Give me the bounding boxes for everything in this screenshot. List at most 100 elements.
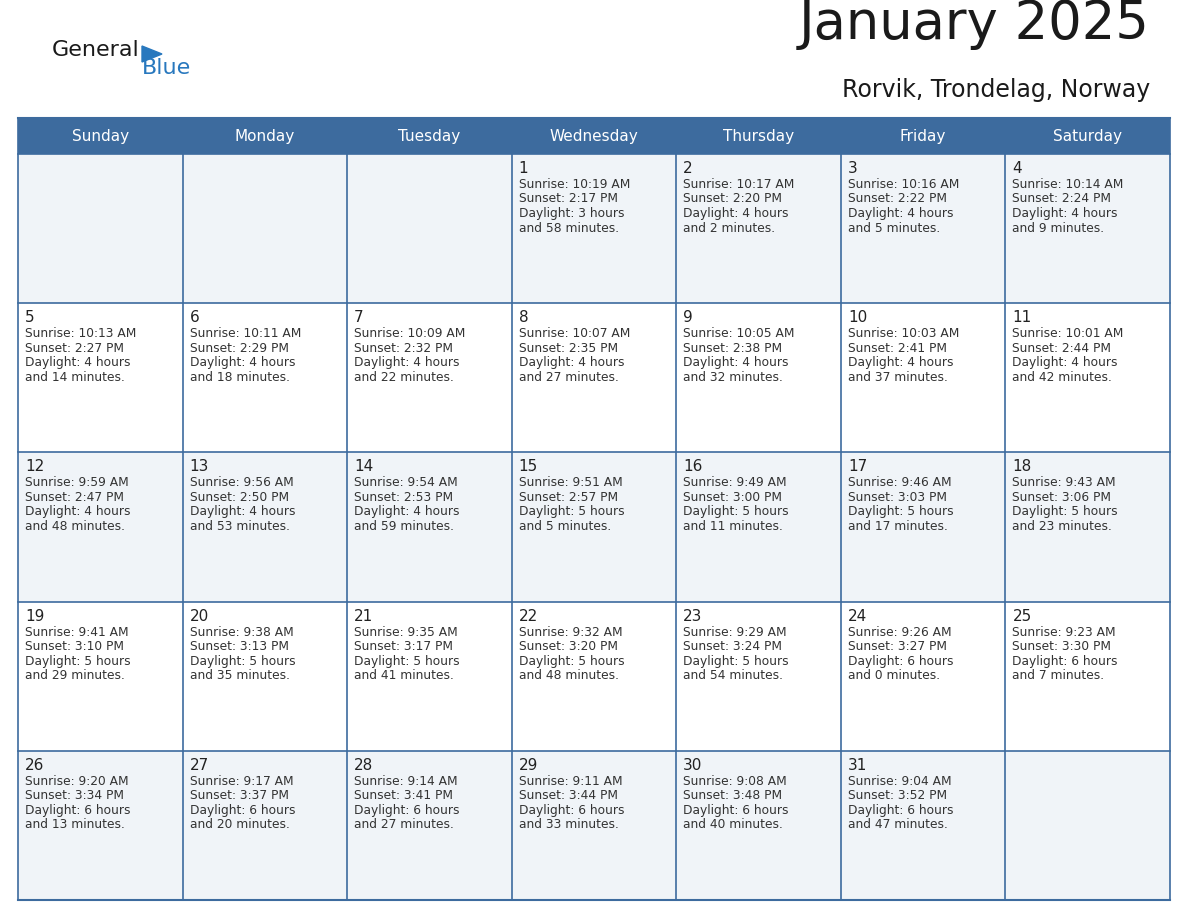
Text: Daylight: 4 hours: Daylight: 4 hours bbox=[1012, 356, 1118, 369]
Text: and 33 minutes.: and 33 minutes. bbox=[519, 818, 619, 832]
Text: Sunset: 2:41 PM: Sunset: 2:41 PM bbox=[848, 341, 947, 354]
Text: Daylight: 6 hours: Daylight: 6 hours bbox=[683, 804, 789, 817]
Text: 28: 28 bbox=[354, 757, 373, 773]
Text: and 37 minutes.: and 37 minutes. bbox=[848, 371, 948, 384]
Text: and 48 minutes.: and 48 minutes. bbox=[25, 520, 125, 533]
Text: Daylight: 4 hours: Daylight: 4 hours bbox=[25, 506, 131, 519]
Text: Saturday: Saturday bbox=[1054, 129, 1123, 143]
Text: and 13 minutes.: and 13 minutes. bbox=[25, 818, 125, 832]
Text: Friday: Friday bbox=[901, 129, 947, 143]
Text: and 2 minutes.: and 2 minutes. bbox=[683, 221, 776, 234]
Text: Daylight: 5 hours: Daylight: 5 hours bbox=[190, 655, 295, 667]
Text: 24: 24 bbox=[848, 609, 867, 623]
Text: Daylight: 5 hours: Daylight: 5 hours bbox=[1012, 506, 1118, 519]
Text: Sunrise: 9:14 AM: Sunrise: 9:14 AM bbox=[354, 775, 457, 788]
Bar bbox=[18, 751, 1170, 900]
Text: Sunrise: 9:41 AM: Sunrise: 9:41 AM bbox=[25, 625, 128, 639]
Bar bbox=[18, 303, 1170, 453]
Text: 10: 10 bbox=[848, 310, 867, 325]
Text: 5: 5 bbox=[25, 310, 34, 325]
Text: Sunset: 2:20 PM: Sunset: 2:20 PM bbox=[683, 193, 782, 206]
Text: Daylight: 4 hours: Daylight: 4 hours bbox=[848, 207, 953, 220]
Text: Monday: Monday bbox=[235, 129, 295, 143]
Text: 17: 17 bbox=[848, 459, 867, 475]
Text: Tuesday: Tuesday bbox=[398, 129, 461, 143]
Text: Sunset: 2:47 PM: Sunset: 2:47 PM bbox=[25, 491, 124, 504]
Text: 23: 23 bbox=[683, 609, 702, 623]
Text: Sunset: 3:06 PM: Sunset: 3:06 PM bbox=[1012, 491, 1112, 504]
Text: Daylight: 5 hours: Daylight: 5 hours bbox=[519, 655, 625, 667]
Text: Sunrise: 9:20 AM: Sunrise: 9:20 AM bbox=[25, 775, 128, 788]
Text: Daylight: 4 hours: Daylight: 4 hours bbox=[25, 356, 131, 369]
Text: and 47 minutes.: and 47 minutes. bbox=[848, 818, 948, 832]
Text: 21: 21 bbox=[354, 609, 373, 623]
Text: 9: 9 bbox=[683, 310, 693, 325]
Text: Daylight: 4 hours: Daylight: 4 hours bbox=[1012, 207, 1118, 220]
Text: Sunrise: 10:05 AM: Sunrise: 10:05 AM bbox=[683, 327, 795, 341]
Text: and 58 minutes.: and 58 minutes. bbox=[519, 221, 619, 234]
Text: Rorvik, Trondelag, Norway: Rorvik, Trondelag, Norway bbox=[842, 78, 1150, 102]
Text: Sunrise: 9:23 AM: Sunrise: 9:23 AM bbox=[1012, 625, 1116, 639]
Text: Sunrise: 10:09 AM: Sunrise: 10:09 AM bbox=[354, 327, 466, 341]
Text: General: General bbox=[52, 40, 140, 60]
Text: and 14 minutes.: and 14 minutes. bbox=[25, 371, 125, 384]
Text: Sunrise: 9:11 AM: Sunrise: 9:11 AM bbox=[519, 775, 623, 788]
Text: and 23 minutes.: and 23 minutes. bbox=[1012, 520, 1112, 533]
Bar bbox=[18, 453, 1170, 601]
Text: Sunrise: 9:49 AM: Sunrise: 9:49 AM bbox=[683, 476, 786, 489]
Text: Daylight: 4 hours: Daylight: 4 hours bbox=[190, 356, 295, 369]
Text: 27: 27 bbox=[190, 757, 209, 773]
Text: Sunset: 2:50 PM: Sunset: 2:50 PM bbox=[190, 491, 289, 504]
Text: Sunset: 3:37 PM: Sunset: 3:37 PM bbox=[190, 789, 289, 802]
Text: Sunset: 3:34 PM: Sunset: 3:34 PM bbox=[25, 789, 124, 802]
Text: Sunset: 2:17 PM: Sunset: 2:17 PM bbox=[519, 193, 618, 206]
Text: and 53 minutes.: and 53 minutes. bbox=[190, 520, 290, 533]
Text: 15: 15 bbox=[519, 459, 538, 475]
Text: Daylight: 4 hours: Daylight: 4 hours bbox=[354, 356, 460, 369]
Text: 19: 19 bbox=[25, 609, 44, 623]
Text: Daylight: 4 hours: Daylight: 4 hours bbox=[190, 506, 295, 519]
Text: Sunrise: 9:38 AM: Sunrise: 9:38 AM bbox=[190, 625, 293, 639]
Text: Sunset: 2:44 PM: Sunset: 2:44 PM bbox=[1012, 341, 1112, 354]
Text: and 54 minutes.: and 54 minutes. bbox=[683, 669, 783, 682]
Text: Sunrise: 10:16 AM: Sunrise: 10:16 AM bbox=[848, 178, 959, 191]
Text: and 27 minutes.: and 27 minutes. bbox=[354, 818, 454, 832]
Text: Sunrise: 10:13 AM: Sunrise: 10:13 AM bbox=[25, 327, 137, 341]
Text: Sunset: 2:22 PM: Sunset: 2:22 PM bbox=[848, 193, 947, 206]
Text: 31: 31 bbox=[848, 757, 867, 773]
Text: Sunrise: 10:14 AM: Sunrise: 10:14 AM bbox=[1012, 178, 1124, 191]
Text: and 17 minutes.: and 17 minutes. bbox=[848, 520, 948, 533]
Text: and 11 minutes.: and 11 minutes. bbox=[683, 520, 783, 533]
Text: Sunrise: 9:46 AM: Sunrise: 9:46 AM bbox=[848, 476, 952, 489]
Text: Daylight: 4 hours: Daylight: 4 hours bbox=[683, 207, 789, 220]
Bar bbox=[18, 118, 1170, 154]
Text: Sunset: 3:13 PM: Sunset: 3:13 PM bbox=[190, 640, 289, 653]
Text: Wednesday: Wednesday bbox=[550, 129, 638, 143]
Text: and 7 minutes.: and 7 minutes. bbox=[1012, 669, 1105, 682]
Text: Sunset: 2:35 PM: Sunset: 2:35 PM bbox=[519, 341, 618, 354]
Text: Sunset: 2:53 PM: Sunset: 2:53 PM bbox=[354, 491, 454, 504]
Text: Sunset: 3:10 PM: Sunset: 3:10 PM bbox=[25, 640, 124, 653]
Text: Sunset: 3:52 PM: Sunset: 3:52 PM bbox=[848, 789, 947, 802]
Text: 4: 4 bbox=[1012, 161, 1022, 176]
Text: and 5 minutes.: and 5 minutes. bbox=[848, 221, 940, 234]
Text: Sunrise: 9:26 AM: Sunrise: 9:26 AM bbox=[848, 625, 952, 639]
Text: Daylight: 4 hours: Daylight: 4 hours bbox=[519, 356, 624, 369]
Text: 11: 11 bbox=[1012, 310, 1031, 325]
Text: Daylight: 6 hours: Daylight: 6 hours bbox=[25, 804, 131, 817]
Text: Sunrise: 9:35 AM: Sunrise: 9:35 AM bbox=[354, 625, 457, 639]
Text: Daylight: 4 hours: Daylight: 4 hours bbox=[683, 356, 789, 369]
Text: 12: 12 bbox=[25, 459, 44, 475]
Text: and 18 minutes.: and 18 minutes. bbox=[190, 371, 290, 384]
Text: Daylight: 6 hours: Daylight: 6 hours bbox=[848, 804, 953, 817]
Text: Daylight: 6 hours: Daylight: 6 hours bbox=[1012, 655, 1118, 667]
Text: and 20 minutes.: and 20 minutes. bbox=[190, 818, 290, 832]
Text: Sunset: 3:44 PM: Sunset: 3:44 PM bbox=[519, 789, 618, 802]
Text: Daylight: 5 hours: Daylight: 5 hours bbox=[683, 655, 789, 667]
Text: 8: 8 bbox=[519, 310, 529, 325]
Text: Blue: Blue bbox=[143, 58, 191, 78]
Text: Sunrise: 10:19 AM: Sunrise: 10:19 AM bbox=[519, 178, 630, 191]
Text: 2: 2 bbox=[683, 161, 693, 176]
Text: Sunset: 3:27 PM: Sunset: 3:27 PM bbox=[848, 640, 947, 653]
Text: Sunrise: 9:56 AM: Sunrise: 9:56 AM bbox=[190, 476, 293, 489]
